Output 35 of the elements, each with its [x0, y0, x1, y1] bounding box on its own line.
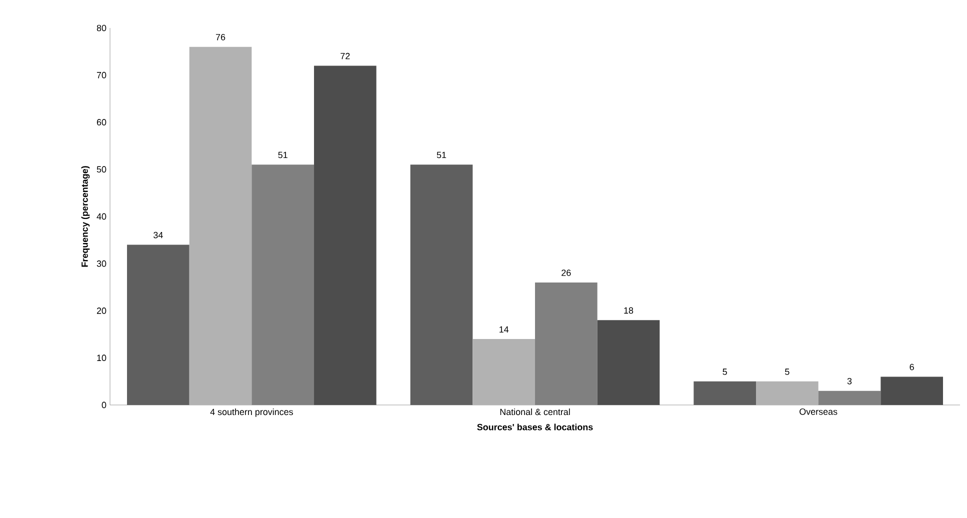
data-label: 72 — [340, 52, 350, 60]
y-tick-label: 0 — [102, 402, 106, 408]
y-tick-label: 30 — [96, 260, 106, 267]
data-label: 6 — [910, 364, 914, 370]
data-label: 34 — [154, 232, 163, 238]
data-label: 51 — [278, 152, 288, 158]
y-tick-label: 80 — [96, 24, 106, 32]
y-tick-label: 20 — [96, 308, 106, 314]
bar — [694, 381, 756, 405]
data-label: 51 — [436, 152, 446, 158]
bar — [880, 376, 944, 405]
x-tick-label: 4 southern provinces — [210, 408, 293, 417]
data-label: 3 — [847, 378, 852, 384]
bar — [756, 381, 818, 405]
y-tick-label: 70 — [96, 72, 106, 78]
data-label: 76 — [216, 34, 226, 40]
data-label: 5 — [785, 368, 790, 375]
y-tick-label: 50 — [96, 166, 106, 173]
bar — [597, 320, 660, 405]
bar — [127, 244, 190, 405]
bar — [314, 66, 376, 405]
bar — [189, 46, 252, 405]
data-label: 14 — [500, 326, 509, 332]
x-tick-label: National & central — [500, 408, 570, 416]
y-tick-label: 10 — [97, 354, 106, 362]
bar — [472, 339, 536, 405]
y-axis-title: Frequency (percentage) — [81, 166, 90, 267]
y-tick-label: 60 — [96, 119, 106, 126]
x-tick-label: Overseas — [800, 408, 838, 415]
x-axis-title: Sources' bases & locations — [477, 424, 593, 430]
data-label: 5 — [722, 368, 727, 375]
bar — [410, 164, 473, 405]
y-tick-label: 40 — [96, 213, 106, 220]
data-label: 26 — [562, 270, 571, 276]
data-label: 18 — [624, 307, 634, 314]
